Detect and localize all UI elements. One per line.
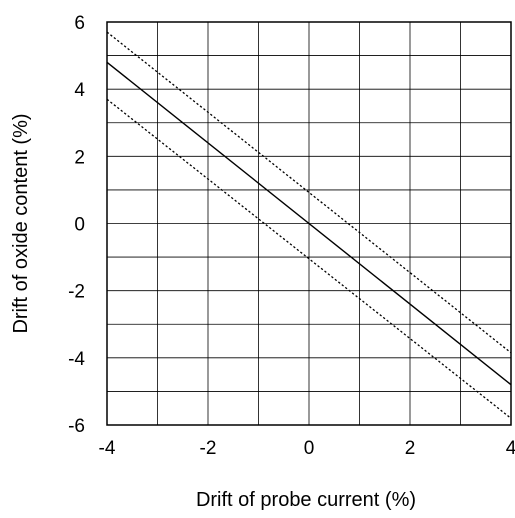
x-tick-label: 0 <box>304 438 315 459</box>
y-tick-label: 2 <box>74 147 85 168</box>
y-tick-label: 4 <box>74 80 85 101</box>
x-axis-label: Drift of probe current (%) <box>196 489 416 511</box>
x-tick-label: 4 <box>506 438 515 459</box>
y-tick-label: -6 <box>68 416 85 437</box>
y-tick-label: -2 <box>68 282 85 303</box>
x-tick-label: -2 <box>200 438 217 459</box>
plot-frame <box>106 21 512 426</box>
y-axis-label: Drift of oxide content (%) <box>10 113 32 333</box>
x-tick-label: 2 <box>405 438 416 459</box>
y-tick-label: 6 <box>74 13 85 34</box>
series-group <box>106 31 512 419</box>
y-tick-label: 0 <box>74 215 85 236</box>
series-line-3-dotted <box>106 98 512 419</box>
y-tick-label: -4 <box>68 349 85 370</box>
x-tick-label: -4 <box>99 438 116 459</box>
x-tick-labels: -4 -2 0 2 4 <box>99 438 515 459</box>
y-tick-labels: 6 4 2 0 -2 -4 -6 <box>68 13 85 437</box>
series-line-1-solid <box>106 61 512 386</box>
